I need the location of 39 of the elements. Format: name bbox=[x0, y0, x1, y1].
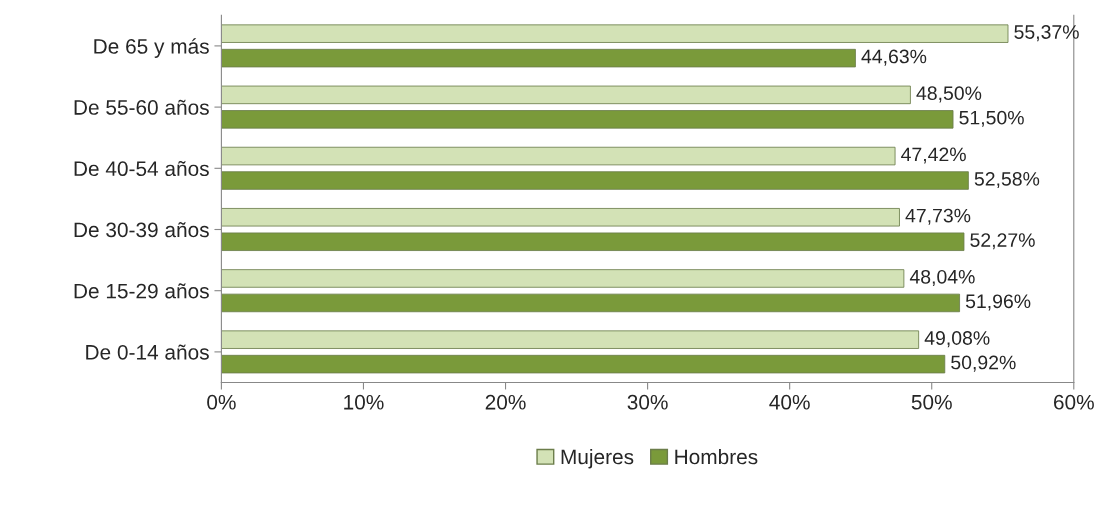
data-label: 52,27% bbox=[970, 233, 1035, 250]
bar bbox=[221, 24, 1009, 43]
data-label: 48,04% bbox=[909, 269, 975, 286]
bar bbox=[221, 330, 920, 349]
bar bbox=[221, 146, 896, 166]
y-tick-label: De 30-39 años bbox=[74, 222, 209, 238]
bar bbox=[221, 208, 900, 227]
bar bbox=[221, 171, 969, 190]
y-tick-label: De 15-29 años bbox=[74, 283, 209, 299]
bar bbox=[221, 232, 965, 251]
x-tick-label: 10% bbox=[344, 394, 384, 410]
legend-label: Mujeres bbox=[561, 448, 634, 469]
x-tick-label: 50% bbox=[911, 394, 952, 410]
bar bbox=[221, 269, 905, 288]
x-tick-label: 40% bbox=[769, 394, 810, 410]
data-label: 51,96% bbox=[965, 294, 1031, 311]
data-label: 44,63% bbox=[861, 49, 927, 66]
data-label: 51,50% bbox=[959, 110, 1024, 127]
data-label: 47,42% bbox=[901, 147, 966, 164]
x-tick-label: 60% bbox=[1054, 394, 1094, 410]
data-label: 55,37% bbox=[1014, 25, 1079, 42]
bar bbox=[221, 48, 856, 68]
legend-label: Hombres bbox=[675, 448, 758, 465]
x-tick-label: 30% bbox=[627, 394, 668, 410]
bar bbox=[221, 354, 946, 374]
data-label: 52,58% bbox=[974, 171, 1040, 189]
y-tick-label: De 40-54 años bbox=[74, 160, 209, 177]
y-tick-label: De 55-60 años bbox=[74, 99, 209, 115]
bar bbox=[221, 85, 911, 105]
bar bbox=[221, 110, 954, 129]
y-tick-label: De 0-14 años bbox=[86, 344, 209, 360]
bar bbox=[221, 293, 960, 313]
data-label: 48,50% bbox=[916, 86, 982, 103]
data-label: 47,73% bbox=[905, 208, 971, 225]
x-tick-label: 0% bbox=[207, 394, 236, 410]
x-tick-label: 20% bbox=[485, 394, 526, 410]
data-label: 49,08% bbox=[924, 331, 990, 348]
data-label: 50,92% bbox=[951, 355, 1016, 372]
y-tick-label: De 65 y más bbox=[94, 38, 209, 58]
